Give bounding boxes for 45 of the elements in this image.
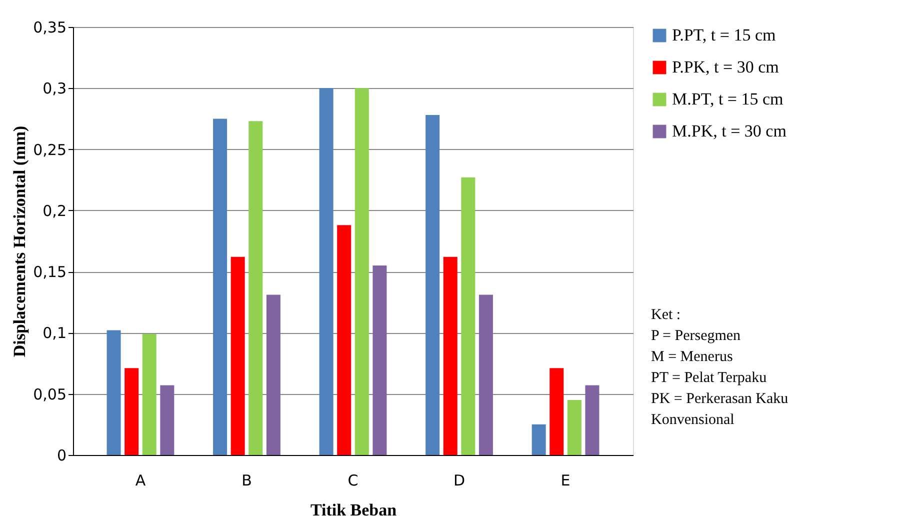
y-tick-label: 0,3 (42, 80, 66, 98)
x-tick-label: C (348, 472, 358, 490)
bar (567, 400, 582, 455)
bar (319, 88, 334, 455)
text: Ket : (651, 307, 681, 323)
text: PT = Pelat Terpaku (651, 370, 768, 386)
x-tick-label: B (242, 472, 252, 490)
bar (585, 385, 600, 455)
bar (532, 424, 546, 455)
bar (106, 330, 121, 455)
x-tick-label: E (560, 472, 570, 490)
legend-label: P.PK, t = 30 cm (672, 58, 779, 76)
bar (443, 256, 458, 455)
y-tick-label: 0 (56, 446, 66, 464)
text: Konvensional (651, 412, 734, 428)
bar (266, 294, 280, 455)
bar (550, 368, 564, 455)
legend-label: M.PT, t = 15 cm (672, 90, 784, 108)
bar (354, 88, 369, 455)
bar (478, 294, 493, 455)
bar (248, 121, 263, 455)
bar (372, 265, 387, 455)
y-tick-label: 0,05 (33, 385, 66, 404)
legend-label: M.PK, t = 30 cm (672, 122, 786, 140)
y-tick-label: 0,35 (33, 18, 66, 36)
x-tick-label: D (453, 472, 466, 490)
y-tick-label: 0,25 (33, 140, 66, 159)
x-tick-label: A (135, 472, 146, 490)
text: PK = Perkerasan Kaku (651, 391, 789, 407)
text: M = Menerus (651, 349, 733, 365)
bar (461, 177, 476, 455)
bar (426, 115, 440, 455)
bar (124, 368, 139, 455)
y-axis-title: Displacements Horizontal (mm) (10, 126, 30, 358)
y-tick-label: 0,2 (42, 202, 66, 220)
bar (142, 334, 156, 455)
bar (337, 225, 352, 455)
y-tick-label: 0,15 (33, 263, 66, 282)
text: P = Persegmen (651, 328, 742, 344)
y-tick-label: 0,1 (42, 324, 66, 342)
legend-label: P.PT, t = 15 cm (672, 26, 776, 44)
x-axis-title: Titik Beban (310, 500, 398, 520)
bar (160, 385, 174, 455)
bar (213, 118, 228, 455)
bar (230, 256, 245, 455)
